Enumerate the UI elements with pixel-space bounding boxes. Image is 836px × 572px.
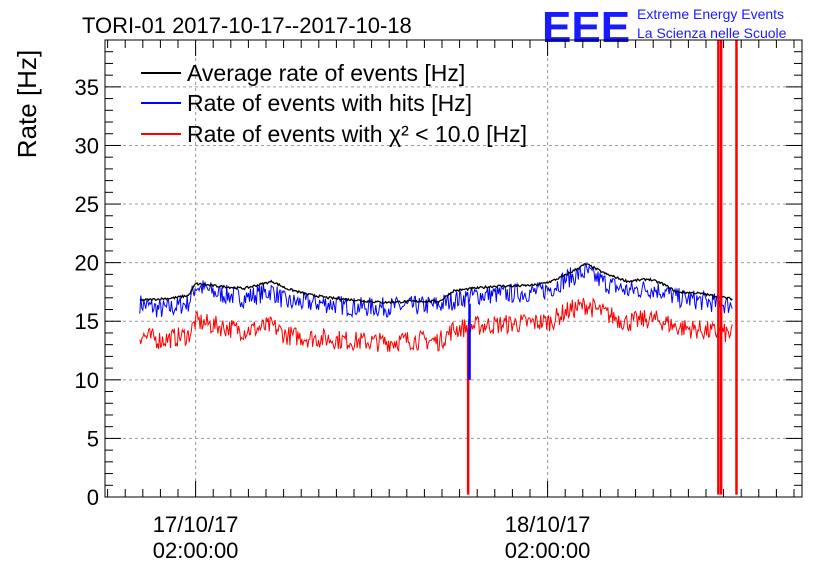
series-line-avg bbox=[139, 263, 733, 305]
legend-label-chi2: Rate of events with χ² < 10.0 [Hz] bbox=[187, 121, 527, 147]
y-tick-label: 35 bbox=[75, 75, 99, 100]
logo-mark: EEE bbox=[542, 3, 630, 52]
series-line-chi2 bbox=[139, 297, 733, 353]
plot-frame bbox=[104, 39, 803, 498]
x-tick-label-date: 17/10/17 bbox=[153, 512, 239, 537]
chart-title: TORI-01 2017-10-17--2017-10-18 bbox=[82, 13, 412, 38]
x-tick-label-time: 02:00:00 bbox=[153, 538, 239, 563]
legend: Average rate of events [Hz] Rate of even… bbox=[141, 60, 527, 147]
y-tick-label: 30 bbox=[75, 133, 99, 158]
y-tick-label: 5 bbox=[87, 426, 99, 451]
legend-label-avg: Average rate of events [Hz] bbox=[187, 60, 465, 86]
logo-line2: La Scienza nelle Scuole bbox=[637, 25, 787, 41]
y-tick-label: 10 bbox=[75, 368, 99, 393]
y-tick-label: 0 bbox=[87, 485, 99, 510]
y-tick-label: 25 bbox=[75, 192, 99, 217]
x-tick-label-time: 02:00:00 bbox=[505, 538, 591, 563]
y-tick-label: 20 bbox=[75, 251, 99, 276]
grid bbox=[105, 40, 802, 497]
eee-logo: EEE Extreme Energy Events La Scienza nel… bbox=[542, 3, 787, 52]
logo-line1: Extreme Energy Events bbox=[637, 6, 784, 22]
axes: 0510152025303517/10/1702:00:0018/10/1702… bbox=[75, 39, 802, 563]
series-layer bbox=[139, 40, 738, 495]
x-tick-label-date: 18/10/17 bbox=[505, 512, 591, 537]
y-axis-label: Rate [Hz] bbox=[12, 50, 42, 158]
series-line-hits bbox=[139, 264, 733, 319]
y-tick-label: 15 bbox=[75, 309, 99, 334]
legend-label-hits: Rate of events with hits [Hz] bbox=[187, 90, 472, 116]
